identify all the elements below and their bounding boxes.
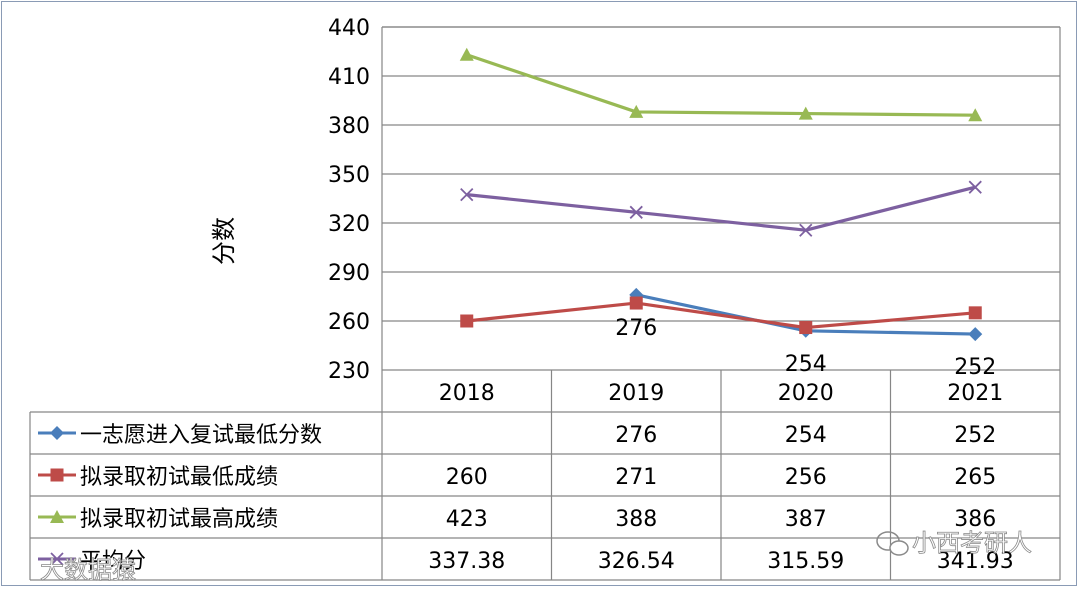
data-point bbox=[968, 108, 983, 122]
data-point bbox=[629, 205, 643, 219]
table-cell: 265 bbox=[954, 465, 996, 490]
marker-stroke bbox=[968, 180, 982, 194]
series-line-2 bbox=[466, 53, 976, 117]
x-tick-label: 2020 bbox=[778, 381, 834, 406]
data-point bbox=[968, 180, 982, 194]
data-label: 254 bbox=[785, 352, 827, 377]
data-point bbox=[459, 47, 474, 61]
series-group bbox=[466, 53, 976, 336]
table-cell: 326.54 bbox=[598, 549, 675, 574]
table-cell: 260 bbox=[446, 465, 488, 490]
x-tick-label: 2021 bbox=[947, 381, 1003, 406]
series-line-1 bbox=[466, 301, 976, 330]
data-point bbox=[629, 104, 644, 118]
data-point bbox=[968, 306, 982, 320]
table-cell: 388 bbox=[615, 507, 657, 532]
watermark-bottom-left: 大数据猿 bbox=[40, 556, 136, 584]
y-axis-ticks: 230 260 290 320 350 380 410 440 bbox=[328, 16, 370, 384]
x-tick-label: 2019 bbox=[608, 381, 664, 406]
table-cell: 252 bbox=[954, 423, 996, 448]
y-tick-label: 350 bbox=[328, 163, 370, 188]
legend-key-marker bbox=[50, 510, 64, 523]
legend-key-marker bbox=[50, 426, 64, 440]
data-point bbox=[798, 106, 813, 120]
y-tick-label: 290 bbox=[328, 261, 370, 286]
data-point bbox=[968, 327, 983, 342]
legend-key-marker bbox=[50, 552, 64, 566]
y-tick-label: 380 bbox=[328, 114, 370, 139]
table-cell: 276 bbox=[615, 423, 657, 448]
gridlines bbox=[381, 26, 1061, 370]
legend-key-marker bbox=[50, 468, 64, 482]
data-labels: 276 254 252 bbox=[615, 316, 996, 380]
legend-label: 平均分 bbox=[80, 549, 146, 574]
watermarks: 大数据猿 小西考研人 bbox=[40, 529, 1033, 585]
data-point bbox=[460, 314, 474, 328]
marker-stroke bbox=[460, 187, 474, 202]
series-line-3 bbox=[466, 185, 976, 232]
wechat-icon bbox=[876, 531, 909, 556]
marker-stroke bbox=[50, 552, 64, 566]
table-cell: 337.38 bbox=[428, 549, 505, 574]
table-cell: 423 bbox=[446, 507, 488, 532]
y-tick-label: 410 bbox=[328, 65, 370, 90]
table-cell: 254 bbox=[785, 423, 827, 448]
data-table: 2018 2019 2020 2021 一志愿进入复试最低分数 276 254 252 拟录取初… bbox=[29, 369, 1061, 581]
table-cell: 256 bbox=[785, 465, 827, 490]
data-point bbox=[799, 223, 813, 237]
table-cell: 387 bbox=[785, 507, 827, 532]
data-point bbox=[629, 296, 643, 310]
y-tick-label: 260 bbox=[328, 310, 370, 335]
table-cell: 271 bbox=[615, 465, 657, 490]
data-point bbox=[799, 321, 813, 335]
y-tick-label: 230 bbox=[328, 359, 370, 384]
table-cell: 341.93 bbox=[937, 549, 1014, 574]
marker-group bbox=[459, 47, 983, 342]
y-tick-label: 440 bbox=[328, 16, 370, 41]
table-cell: 315.59 bbox=[767, 549, 844, 574]
marker-stroke bbox=[629, 205, 643, 219]
x-tick-label: 2018 bbox=[439, 381, 495, 406]
legend-label: 一志愿进入复试最低分数 bbox=[80, 423, 322, 448]
y-axis-label: 分数 bbox=[210, 217, 238, 265]
watermark-bottom-right: 小西考研人 bbox=[912, 529, 1032, 557]
data-point bbox=[460, 187, 474, 202]
legend-label: 拟录取初试最高成绩 bbox=[80, 507, 278, 532]
table-cell: 386 bbox=[954, 507, 996, 532]
data-label: 252 bbox=[954, 355, 996, 380]
marker-stroke bbox=[799, 223, 813, 237]
legend-label: 拟录取初试最低成绩 bbox=[80, 465, 278, 490]
data-label: 276 bbox=[615, 316, 657, 341]
y-tick-label: 320 bbox=[328, 212, 370, 237]
